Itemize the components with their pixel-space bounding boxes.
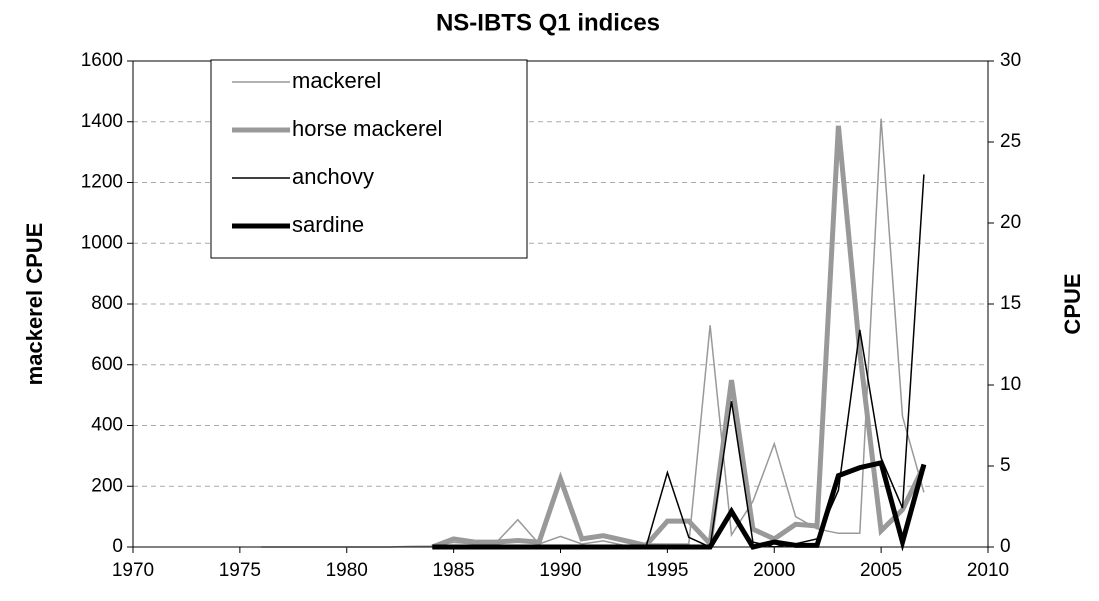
y-tick-label: 1200 bbox=[81, 172, 123, 193]
y-tick-label: 0 bbox=[112, 536, 123, 557]
y-tick-label: 800 bbox=[91, 293, 123, 314]
x-tick-label: 1970 bbox=[112, 560, 154, 581]
y2-tick-label: 10 bbox=[1000, 374, 1021, 395]
y2-tick-label: 30 bbox=[1000, 50, 1021, 71]
y-tick-label: 400 bbox=[91, 415, 123, 436]
y2-tick-label: 0 bbox=[1000, 536, 1011, 557]
y2-tick-label: 20 bbox=[1000, 212, 1021, 233]
y2-tick-label: 5 bbox=[1000, 455, 1011, 476]
x-tick-label: 2005 bbox=[860, 560, 902, 581]
y2-tick-label: 15 bbox=[1000, 293, 1021, 314]
x-tick-label: 1985 bbox=[432, 560, 474, 581]
y-tick-label: 1400 bbox=[81, 111, 123, 132]
y-tick-label: 600 bbox=[91, 354, 123, 375]
x-tick-label: 1980 bbox=[326, 560, 368, 581]
legend-label: horse mackerel bbox=[292, 116, 442, 141]
x-tick-label: 1990 bbox=[539, 560, 581, 581]
x-tick-label: 2000 bbox=[753, 560, 795, 581]
plot-frame bbox=[132, 60, 989, 548]
x-tick-label: 1975 bbox=[219, 560, 261, 581]
y-tick-label: 1000 bbox=[81, 232, 123, 253]
x-tick-label: 1995 bbox=[646, 560, 688, 581]
y2-axis-title: CPUE bbox=[1060, 273, 1085, 334]
y-tick-label: 1600 bbox=[81, 50, 123, 71]
x-tick-label: 2010 bbox=[967, 560, 1009, 581]
y-axis-title: mackerel CPUE bbox=[22, 223, 47, 386]
legend-label: mackerel bbox=[292, 68, 381, 93]
legend-label: sardine bbox=[292, 212, 364, 237]
y2-tick-label: 25 bbox=[1000, 131, 1021, 152]
series-line bbox=[431, 125, 927, 550]
legend-label: anchovy bbox=[292, 164, 374, 189]
chart-title: NS-IBTS Q1 indices bbox=[436, 9, 660, 36]
y-tick-label: 200 bbox=[91, 475, 123, 496]
